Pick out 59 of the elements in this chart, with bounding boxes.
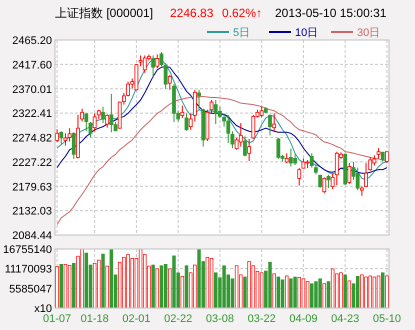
y-tick-label: x10: [34, 303, 52, 315]
y-tick-label: 2465.20: [12, 35, 52, 47]
bar: [268, 262, 272, 308]
y-tick-label: 2132.03: [12, 206, 52, 218]
x-tick-label: 01-07: [43, 313, 72, 325]
y-tick-label: 2227.22: [12, 156, 52, 169]
bar: [243, 276, 247, 308]
bar: [222, 265, 226, 308]
legend-label: 30日: [357, 27, 380, 39]
bar: [151, 264, 155, 308]
legend-label: 10日: [295, 27, 318, 39]
legend-item: 5日: [207, 27, 250, 39]
y-tick-label: 2084.44: [12, 230, 52, 242]
bar: [101, 254, 105, 308]
y-tick-label: 2322.41: [12, 108, 52, 120]
x-tick-label: 01-18: [80, 313, 109, 325]
bar: [343, 274, 347, 308]
bar: [314, 281, 318, 308]
bar: [172, 256, 176, 308]
x-tick-label: 02-22: [164, 313, 192, 325]
legend-item: 30日: [331, 27, 380, 39]
bar: [60, 264, 64, 308]
y-tick-label: 2370.01: [12, 84, 52, 96]
bar: [326, 281, 330, 308]
bar: [318, 278, 322, 308]
x-tick-label: 03-22: [248, 313, 276, 325]
y-tick-label: 11170093: [4, 264, 52, 276]
x-tick-label: 05-10: [372, 313, 401, 325]
text: 2246.83: [170, 6, 214, 20]
text: 2013-05-10 15:00:31: [275, 6, 387, 20]
x-tick-label: 04-23: [331, 313, 360, 325]
bar: [380, 272, 384, 308]
bar: [164, 264, 168, 308]
y-tick-label: 5585047: [9, 283, 52, 296]
bar: [293, 276, 297, 308]
x-tick-label: 02-01: [122, 313, 150, 325]
legend-item: 10日: [269, 27, 318, 39]
text: 0.62%↑: [222, 6, 262, 20]
bar: [197, 250, 201, 308]
bar: [110, 250, 114, 308]
chart-title: 上证指数 [000001]: [55, 6, 154, 20]
bar: [310, 283, 314, 308]
legend-label: 5日: [233, 27, 250, 39]
y-tick-label: 2274.82: [12, 132, 52, 144]
bar: [289, 278, 293, 308]
bar: [72, 262, 76, 308]
bar: [276, 276, 280, 308]
y-tick-label: 16755140: [3, 244, 52, 256]
bar: [214, 272, 218, 308]
x-tick-label: 03-08: [206, 313, 234, 325]
y-tick-label: 2179.63: [12, 181, 52, 194]
bar: [84, 252, 88, 308]
y-tick-label: 2417.60: [12, 59, 52, 72]
bar: [280, 279, 284, 308]
x-tick-label: 04-09: [289, 313, 318, 325]
bar: [356, 276, 360, 308]
bar: [230, 278, 234, 308]
bar: [184, 265, 188, 308]
bar: [160, 265, 164, 308]
